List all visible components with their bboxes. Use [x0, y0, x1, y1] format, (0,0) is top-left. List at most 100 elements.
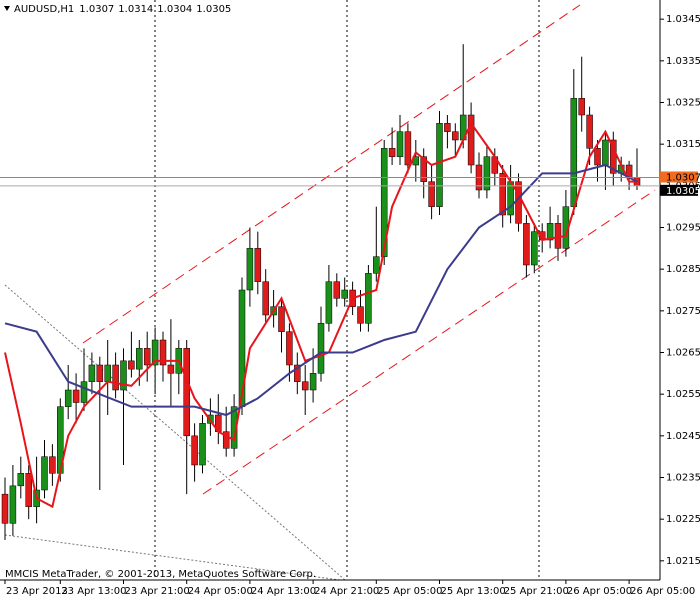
y-tick-label: 1.0335: [666, 56, 700, 67]
candle-body: [80, 381, 88, 403]
y-tick-label: 1.0345: [666, 14, 700, 25]
x-tick-label: 25 Apr 13:00: [441, 586, 506, 597]
menu-triangle[interactable]: [4, 6, 10, 11]
candle-body: [380, 148, 388, 257]
candle-body: [88, 364, 96, 382]
candle-body: [444, 123, 451, 132]
plot: [1, 44, 641, 540]
candle-body: [143, 348, 151, 366]
candle-body: [317, 323, 325, 374]
candle-body: [602, 139, 609, 166]
candle-body: [396, 131, 404, 157]
x-tick-label: 24 Apr 13:00: [251, 586, 316, 597]
candle-body: [373, 256, 380, 274]
ask-label: 1.0307: [666, 173, 700, 184]
candle-body: [294, 364, 301, 382]
candle-body: [357, 306, 364, 324]
y-tick-label: 1.0225: [666, 514, 700, 525]
candle-body: [254, 248, 262, 282]
y-tick-label: 1.0285: [666, 264, 700, 275]
candle-body: [41, 456, 48, 491]
y-tick-label: 1.0315: [666, 139, 700, 150]
candle-body: [554, 223, 562, 249]
footer: MMCIS MetaTrader, © 2001-2013, MetaQuote…: [5, 569, 316, 580]
x-tick-label: 26 Apr 05:00: [567, 586, 632, 597]
header: AUDUSD,H1 1.0307 1.0314 1.0304 1.0305: [14, 4, 231, 15]
candle-body: [104, 364, 111, 382]
candle-body: [570, 98, 578, 207]
candle-body: [167, 364, 175, 374]
y-tick-label: 1.0245: [666, 431, 700, 442]
candle-body: [120, 360, 127, 391]
candle-body: [183, 348, 190, 437]
candle-body: [159, 339, 167, 366]
candle-body: [9, 485, 17, 524]
trendlines: [4, 4, 656, 581]
candle-body: [191, 435, 198, 466]
x-tick-label: 24 Apr 05:00: [188, 586, 253, 597]
candle-body: [286, 331, 293, 366]
candle-body: [151, 339, 159, 366]
candle-body: [72, 389, 80, 403]
candle-body: [436, 123, 443, 207]
candle-body: [262, 281, 269, 316]
candle-body: [49, 456, 56, 474]
x-tick-label: 26 Apr 05:00: [630, 586, 695, 597]
close: 1.0305: [196, 4, 231, 15]
candle-body: [136, 348, 143, 370]
x-tick-label: 23 Apr 13:00: [61, 586, 126, 597]
candle-body: [25, 473, 32, 507]
symbol: AUDUSD,H1: [14, 4, 74, 15]
ask-label-box: [660, 171, 698, 183]
bid-label-box: [660, 184, 698, 196]
candle-body: [246, 248, 254, 291]
moving-average: [4, 121, 637, 509]
trendline: [4, 534, 341, 581]
candle-body: [341, 289, 348, 299]
candle-body: [365, 273, 372, 324]
y-tick-label: 1.0295: [666, 223, 700, 234]
trendline: [4, 284, 346, 581]
x-tick-label: 23 Apr 21:00: [125, 586, 190, 597]
candle-body: [301, 381, 309, 391]
candle-body: [452, 131, 459, 141]
moving-average: [4, 163, 638, 417]
candle-body: [546, 223, 554, 241]
channel-lower: [202, 189, 656, 495]
candle-body: [64, 389, 72, 407]
x-tick-label: 25 Apr 21:00: [504, 586, 569, 597]
x-tick-label: 24 Apr 21:00: [314, 586, 379, 597]
low: 1.0304: [157, 4, 192, 15]
candle-body: [594, 148, 601, 166]
candle-body: [309, 373, 317, 391]
candle-body: [515, 181, 522, 224]
y-tick-label: 1.0265: [666, 348, 700, 359]
candle-body: [333, 281, 341, 299]
candle-body: [325, 281, 333, 324]
candle-body: [388, 148, 396, 157]
candle-body: [112, 364, 119, 391]
y-tick-label: 1.0275: [666, 306, 700, 317]
candle-body: [278, 306, 285, 332]
candle-body: [531, 231, 538, 266]
candle-body: [483, 156, 491, 191]
high: 1.0314: [118, 4, 153, 15]
y-tick-label: 1.0255: [666, 389, 700, 400]
open: 1.0307: [79, 4, 114, 15]
candle-body: [428, 181, 435, 207]
candle-body: [420, 156, 427, 182]
candle-body: [128, 360, 135, 370]
y-tick-label: 1.0215: [666, 556, 700, 567]
channel-upper: [82, 4, 581, 344]
candle-body: [404, 131, 412, 166]
candle-body: [17, 473, 25, 487]
y-tick-label: 1.0325: [666, 98, 700, 109]
x-tick-label: 23 Apr 2013: [6, 586, 68, 597]
candle-body: [199, 423, 206, 466]
candle-body: [467, 114, 475, 166]
candle-body: [586, 114, 593, 149]
candle-body: [523, 223, 530, 266]
candle-body: [499, 173, 506, 216]
candle-body: [222, 431, 230, 449]
